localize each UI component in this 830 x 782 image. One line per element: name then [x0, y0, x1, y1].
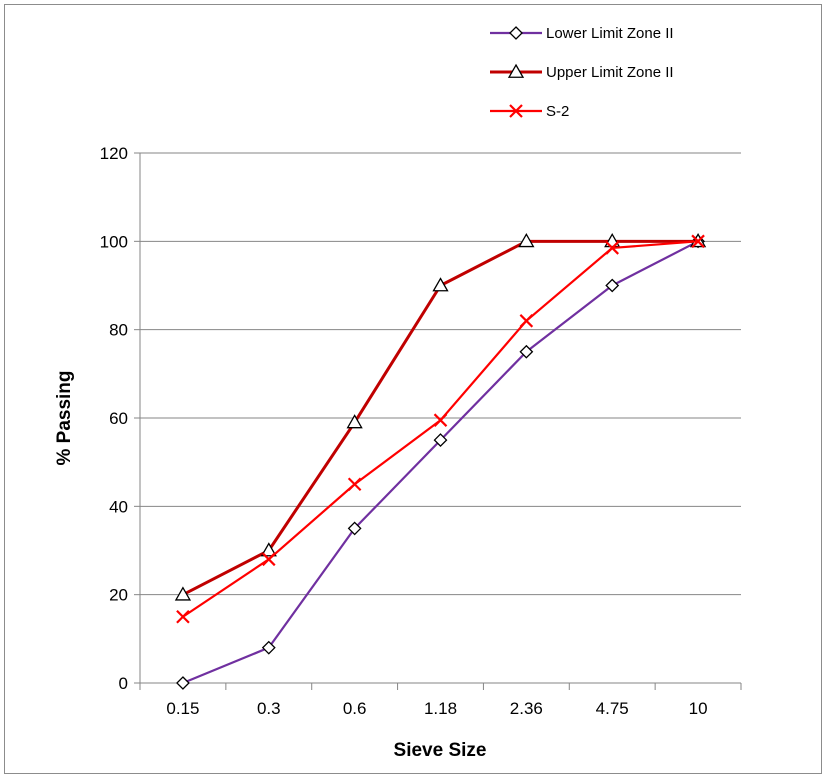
x-tick-label: 2.36: [510, 699, 543, 718]
legend-marker: [509, 104, 523, 118]
x-tick-label: 10: [689, 699, 708, 718]
legend-marker: [509, 26, 523, 40]
series-line: [182, 240, 699, 685]
x-tick-label: 0.6: [343, 699, 367, 718]
y-tick-label: 60: [109, 409, 128, 428]
data-point-marker: [518, 233, 535, 248]
y-tick-label: 100: [100, 232, 128, 251]
data-series: [174, 233, 707, 690]
x-tick-label: 4.75: [596, 699, 629, 718]
series-2: [174, 233, 707, 601]
y-tick-label: 120: [100, 144, 128, 163]
legend-item: S-2: [490, 103, 569, 120]
series-1: [176, 234, 705, 690]
data-point-marker: [605, 241, 619, 255]
x-tick-label: 0.3: [257, 699, 281, 718]
y-tick-label: 40: [109, 497, 128, 516]
x-axis-title: Sieve Size: [394, 740, 487, 761]
data-point-marker: [347, 477, 362, 492]
x-tick-label: 1.18: [424, 699, 457, 718]
legend-marker: [507, 63, 525, 78]
legend-item: Upper Limit Zone II: [490, 63, 674, 81]
data-point-marker: [519, 344, 534, 359]
data-point-marker: [346, 414, 363, 429]
legend-label: Lower Limit Zone II: [546, 25, 674, 42]
data-point-marker: [433, 433, 448, 448]
gridlines: [140, 152, 741, 596]
y-axis-title: % Passing: [54, 370, 75, 465]
data-point-marker: [347, 521, 362, 536]
data-point-marker: [176, 609, 190, 624]
series-3: [176, 234, 705, 624]
legend-label: S-2: [546, 103, 569, 120]
data-point-marker: [176, 676, 190, 690]
data-point-marker: [261, 640, 276, 655]
data-point-marker: [691, 234, 705, 249]
legend-item: Lower Limit Zone II: [490, 25, 674, 42]
y-tick-label: 80: [109, 321, 128, 340]
data-point-marker: [174, 586, 192, 601]
x-tick-labels: 0.15 0.3 0.6 1.18 2.36 4.75 10: [139, 683, 742, 718]
legend-label: Upper Limit Zone II: [546, 64, 674, 81]
legend: Lower Limit Zone II Upper Limit Zone II S-…: [490, 25, 674, 120]
data-point-marker: [519, 314, 534, 328]
data-point-marker: [262, 552, 276, 567]
data-point-marker: [260, 542, 277, 557]
data-point-marker: [605, 278, 620, 293]
y-tick-label: 20: [109, 586, 128, 605]
x-tick-label: 0.15: [166, 699, 199, 718]
data-point-marker: [432, 277, 449, 292]
y-tick-labels: 0 20 40 60 80 100 120: [100, 144, 140, 693]
series-line: [182, 240, 699, 618]
data-point-marker: [433, 413, 448, 427]
y-tick-label: 0: [119, 674, 128, 693]
